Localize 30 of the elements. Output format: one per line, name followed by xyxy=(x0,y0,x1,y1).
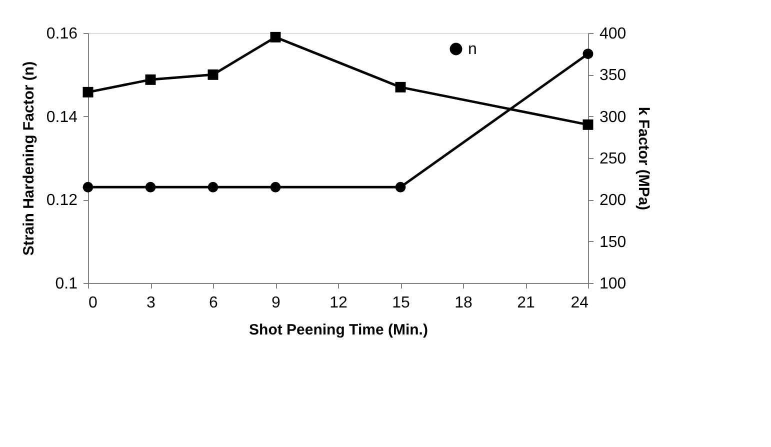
y2-tick-label: 100 xyxy=(600,276,626,292)
x-tick-label: 21 xyxy=(517,294,535,312)
point xyxy=(270,32,281,42)
y-tick-label: 0.1 xyxy=(55,276,78,292)
y2-axis-title: k Factor (MPa) xyxy=(635,106,652,210)
y2-tick-label: 400 xyxy=(600,26,626,42)
y2-tick-label: 350 xyxy=(600,67,626,84)
y-tick-label: 0.12 xyxy=(46,192,78,210)
y2-tick-label: 200 xyxy=(600,192,626,210)
y-tick-label: 0.14 xyxy=(46,108,78,126)
point xyxy=(145,74,156,85)
point xyxy=(82,86,94,98)
x-tick-label: 15 xyxy=(392,294,410,312)
x-tick-label: 18 xyxy=(454,294,472,312)
x-tick-label: 9 xyxy=(272,294,281,312)
y-tick-label: 0.16 xyxy=(46,26,78,42)
y2-tick-label: 300 xyxy=(600,108,626,126)
x-tick-label: 0 xyxy=(88,294,98,312)
x-tick-label: 6 xyxy=(209,294,218,312)
point xyxy=(208,69,218,80)
x-tick-label: 24 xyxy=(570,294,589,312)
point xyxy=(395,82,406,92)
x-axis-title: Shot Peening Time (Min.) xyxy=(249,322,428,338)
y2-tick-label: 250 xyxy=(600,150,626,168)
y2-tick-label: 150 xyxy=(600,234,626,251)
y-axis-title: Strain Hardening Factor (n) xyxy=(20,61,38,256)
x-tick-label: 3 xyxy=(146,294,156,312)
point xyxy=(582,119,594,130)
x-tick-label: 12 xyxy=(330,294,348,312)
legend-label: n xyxy=(468,41,477,58)
